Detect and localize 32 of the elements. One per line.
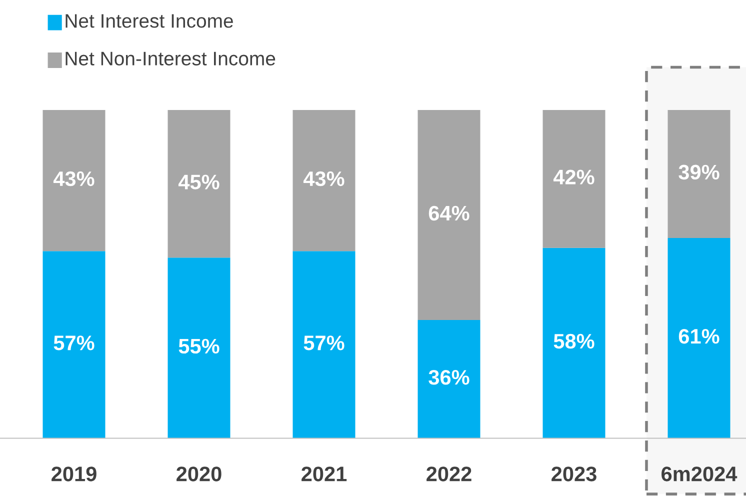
data-label: 36%: [428, 370, 470, 385]
data-label: 43%: [303, 171, 344, 186]
x-tick-label: 2019: [52, 466, 96, 482]
bar: [542, 248, 606, 438]
bar: [292, 251, 356, 438]
data-label: 61%: [678, 328, 720, 344]
data-label: 64%: [428, 206, 470, 221]
bar: [42, 251, 106, 438]
bar: [668, 238, 730, 438]
bar: [418, 110, 480, 320]
x-tick-label: 2022: [426, 466, 472, 482]
data-label: 39%: [678, 164, 720, 180]
data-label: 57%: [54, 336, 94, 350]
bar: [668, 110, 730, 238]
bar: [292, 110, 356, 252]
data-label: 45%: [178, 174, 220, 190]
bar: [168, 258, 230, 438]
x-tick-label: 2020: [176, 466, 222, 482]
legend-label: Net Interest Income: [66, 14, 233, 28]
data-label: 43%: [53, 171, 94, 186]
x-tick-label: 2021: [302, 466, 347, 482]
bar: [168, 110, 230, 258]
data-label: 57%: [304, 336, 344, 350]
bar: [42, 110, 106, 252]
data-label: 58%: [554, 334, 594, 349]
x-tick-label: 2023: [552, 466, 596, 482]
x-tick-label: 6m2024: [662, 466, 738, 482]
bar: [542, 110, 606, 248]
data-label: 42%: [553, 170, 594, 184]
data-label: 55%: [178, 338, 220, 354]
legend-label: Net Non-Interest Income: [66, 52, 276, 66]
bar: [418, 320, 480, 438]
